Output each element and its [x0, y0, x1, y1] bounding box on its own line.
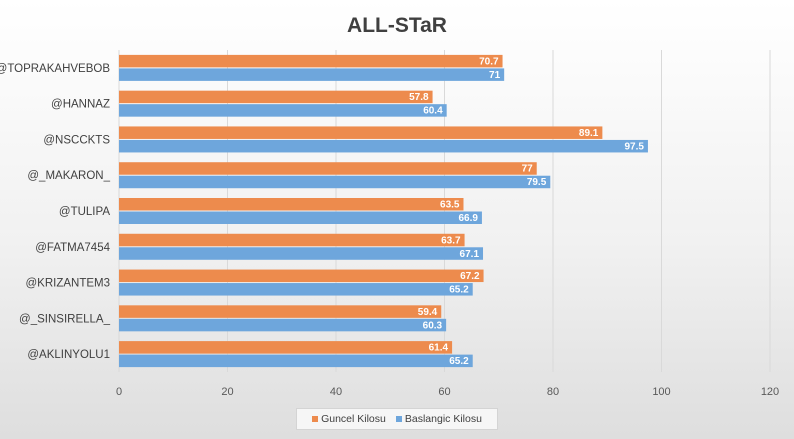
bar-baslangic [119, 139, 648, 153]
x-axis-ticks: 0 20 40 60 80 100 120 [116, 386, 779, 398]
legend-label-guncel: Guncel Kilosu [321, 413, 386, 425]
legend-item-baslangic: Baslangic Kilosu [395, 413, 482, 425]
bar-value-label: 67.2 [460, 271, 480, 282]
category-label: @TOPRAKAHVEBOB [0, 63, 110, 75]
bar-guncel [119, 126, 603, 139]
category-label: @_MAKARON_ [27, 170, 110, 182]
bar-guncel [119, 233, 465, 247]
bar-value-label: 77 [522, 164, 534, 175]
x-tick-label: 40 [330, 386, 342, 398]
category-label: @_SINSIRELLA_ [19, 313, 111, 325]
bar-baslangic [119, 247, 484, 260]
bar-baslangic [119, 104, 447, 117]
legend: Guncel Kilosu Baslangic Kilosu [296, 408, 498, 430]
bar-value-label: 61.4 [429, 343, 449, 354]
bar-value-label: 70.7 [479, 56, 499, 67]
bar-baslangic [119, 283, 473, 296]
bar-guncel [119, 162, 537, 175]
bar-baslangic [119, 211, 482, 224]
gridlines [118, 50, 771, 372]
bars: 70.7 71 57.8 60.4 89.1 97.5 77 79.5 63.5 66.9 63.7… [119, 54, 648, 368]
bar-guncel [119, 341, 453, 354]
category-label: @KRIZANTEM3 [25, 278, 110, 290]
bar-guncel [119, 198, 464, 211]
bar-guncel [119, 90, 433, 104]
bar-guncel [119, 305, 442, 318]
bar-baslangic [119, 354, 473, 368]
bar-value-label: 79.5 [527, 177, 547, 188]
bar-value-label: 65.2 [449, 285, 469, 296]
bar-value-label: 57.8 [409, 92, 429, 103]
x-tick-label: 100 [652, 386, 670, 398]
bar-value-label: 66.9 [458, 213, 478, 224]
category-label: @FATMA7454 [35, 242, 110, 254]
x-tick-label: 60 [438, 386, 450, 398]
bar-value-label: 60.3 [423, 320, 443, 331]
legend-item-guncel: Guncel Kilosu [312, 413, 386, 425]
category-label: @AKLINYOLU1 [27, 349, 110, 361]
bar-baslangic [119, 318, 447, 332]
legend-label-baslangic: Baslangic Kilosu [404, 413, 482, 425]
bar-value-label: 89.1 [579, 128, 599, 139]
category-labels: @TOPRAKAHVEBOB @HANNAZ @NSCCKTS @_MAKARON_ @… [0, 63, 111, 361]
x-tick-label: 120 [761, 386, 779, 398]
bar-value-label: 63.5 [440, 200, 460, 211]
legend-swatch-baslangic [395, 416, 402, 422]
chart-title: ALL-STaR [347, 14, 447, 37]
bar-guncel [119, 54, 503, 68]
bar-value-label: 59.4 [418, 307, 438, 318]
bar-value-label: 65.2 [449, 356, 469, 367]
bar-guncel [119, 269, 484, 283]
x-tick-label: 80 [547, 386, 559, 398]
bar-value-label: 71 [489, 70, 501, 81]
bar-value-label: 97.5 [624, 141, 644, 152]
bar-baslangic [119, 68, 505, 81]
x-tick-label: 20 [221, 386, 233, 398]
category-label: @NSCCKTS [43, 134, 110, 146]
category-label: @TULIPA [59, 206, 110, 218]
bar-value-label: 63.7 [441, 235, 461, 246]
bar-value-label: 67.1 [460, 249, 480, 260]
legend-swatch-guncel [312, 416, 319, 422]
x-tick-label: 0 [116, 386, 122, 398]
bar-value-label: 60.4 [423, 106, 443, 117]
bar-baslangic [119, 175, 551, 189]
category-label: @HANNAZ [51, 99, 110, 111]
